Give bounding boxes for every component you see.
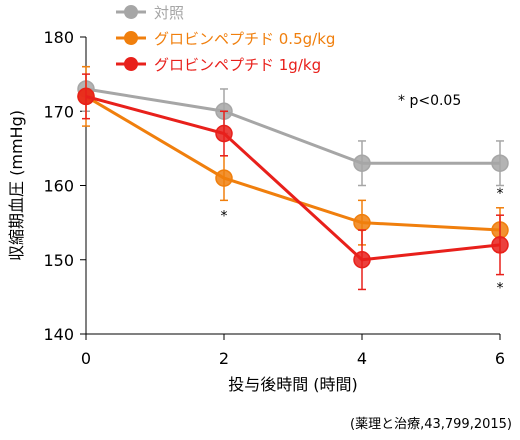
- data-point: [491, 154, 509, 172]
- data-point: [353, 213, 371, 232]
- series-line: [85, 95, 501, 232]
- series-0: [77, 65, 509, 187]
- legend-swatch-marker: [124, 57, 138, 71]
- data-point: [353, 154, 371, 172]
- legend-label: 対照: [154, 4, 184, 22]
- significance-asterisk: *: [497, 281, 504, 297]
- y-tick-label: 170: [43, 102, 74, 121]
- x-tick-label: 0: [81, 349, 91, 368]
- x-tick-label: 2: [219, 349, 229, 368]
- axes: [85, 37, 500, 335]
- series-2: [77, 73, 509, 291]
- y-ticks: 140 150 160 170 180: [43, 28, 86, 344]
- x-ticks: 0 2 4 6: [81, 334, 505, 368]
- significance-asterisk: *: [221, 208, 228, 224]
- significance-note: * p<0.05: [398, 93, 461, 109]
- data-point: [353, 251, 371, 269]
- y-tick-label: 180: [43, 28, 74, 47]
- significance-markers: * * *: [221, 186, 504, 297]
- y-axis-label: 収縮期血圧 (mmHg): [7, 110, 26, 261]
- y-tick-label: 160: [43, 177, 74, 196]
- data-point: [491, 236, 509, 254]
- data-point: [215, 124, 233, 143]
- legend-item-1: グロビンペプチド 0.5g/kg: [116, 30, 335, 48]
- x-tick-label: 6: [495, 349, 505, 368]
- y-tick-label: 150: [43, 251, 74, 270]
- data-point: [215, 169, 233, 187]
- legend-swatch-marker: [124, 31, 138, 45]
- x-tick-label: 4: [357, 349, 367, 368]
- legend-item-2: グロビンペプチド 1g/kg: [116, 56, 321, 74]
- legend-label: グロビンペプチド 0.5g/kg: [154, 30, 335, 48]
- legend-swatch-marker: [124, 5, 138, 19]
- data-point: [77, 87, 95, 106]
- legend-item-0: 対照: [116, 4, 184, 22]
- series-layer: [77, 65, 509, 291]
- significance-asterisk: *: [497, 186, 504, 202]
- y-tick-label: 140: [43, 325, 74, 344]
- source-citation: (薬理と治療,43,799,2015): [350, 417, 512, 432]
- series-line: [85, 87, 500, 165]
- legend-label: グロビンペプチド 1g/kg: [154, 56, 321, 74]
- series-line: [85, 94, 501, 262]
- x-axis-label: 投与後時間 (時間): [228, 375, 358, 394]
